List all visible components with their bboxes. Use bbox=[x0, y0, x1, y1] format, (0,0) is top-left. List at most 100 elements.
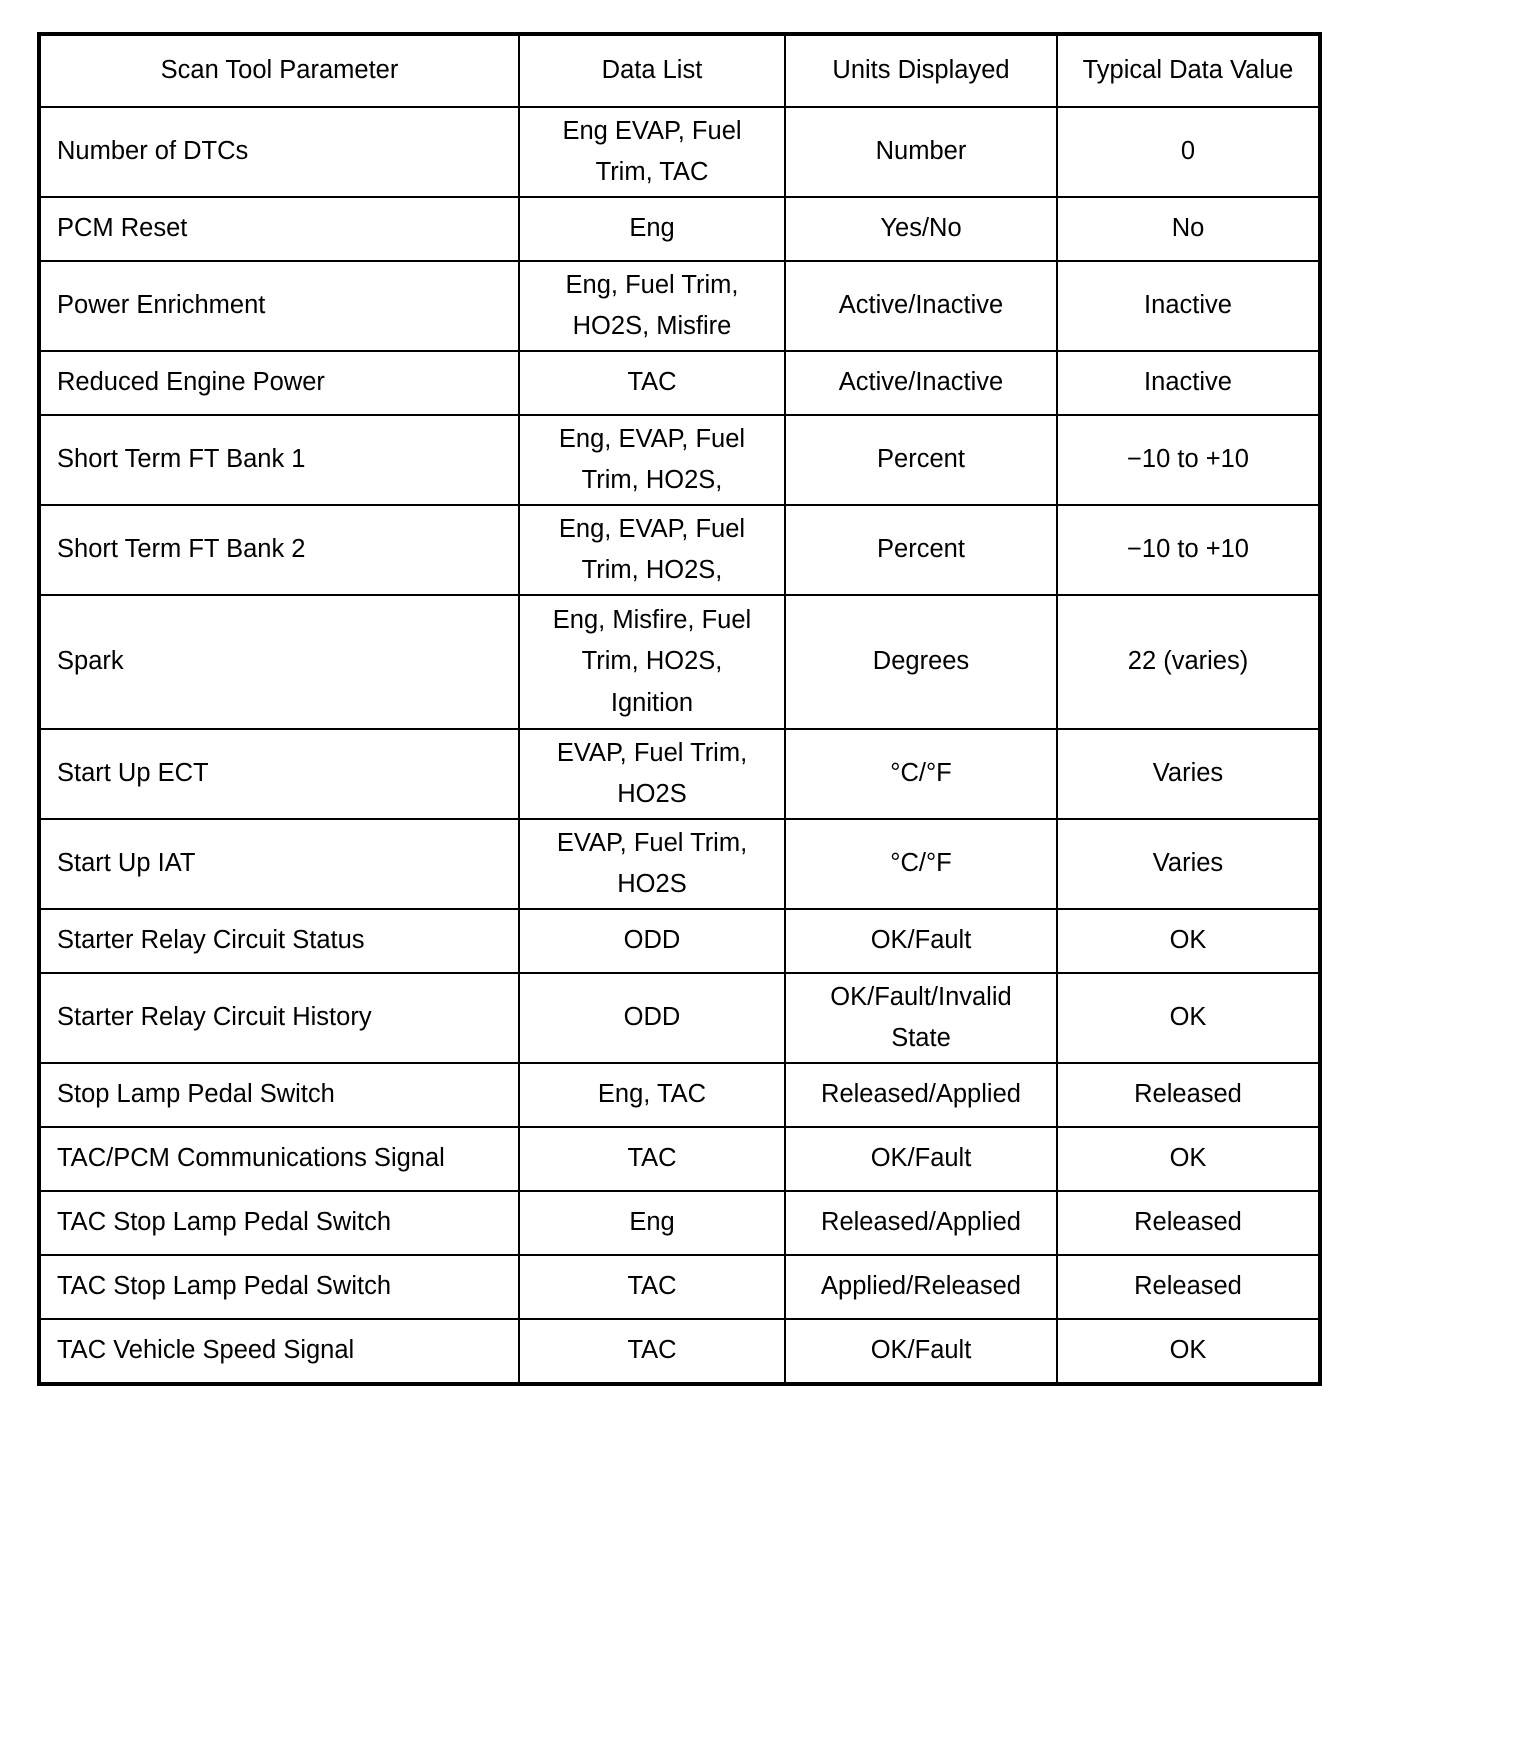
cell-data-list: Eng, EVAP, Fuel Trim, HO2S, bbox=[518, 414, 786, 506]
table-row: Stop Lamp Pedal Switch Eng, TAC Released/A… bbox=[38, 1062, 1321, 1128]
cell-data-list: EVAP, Fuel Trim, HO2S bbox=[518, 818, 786, 910]
cell-units-displayed-line: OK/Fault bbox=[870, 1144, 972, 1173]
cell-parameter-text: PCM Reset bbox=[57, 214, 188, 243]
cell-parameter: Start Up ECT bbox=[38, 728, 520, 820]
cell-units-displayed-line: Applied/Released bbox=[821, 1272, 1021, 1301]
cell-typical-data-value: −10 to +10 bbox=[1056, 414, 1321, 506]
cell-data-list-line: EVAP, Fuel Trim, bbox=[556, 738, 748, 767]
cell-typical-data-value: No bbox=[1056, 196, 1321, 262]
cell-units-displayed-text: Released/Applied bbox=[792, 1074, 1050, 1115]
cell-units-displayed: OK/Fault/Invalid State bbox=[784, 972, 1058, 1064]
table-row: PCM Reset Eng Yes/No No bbox=[38, 196, 1321, 262]
table-row: TAC/PCM Communications Signal TAC OK/Fault… bbox=[38, 1126, 1321, 1192]
cell-data-list-line: EVAP, Fuel Trim, bbox=[556, 828, 748, 857]
cell-units-displayed-text: Yes/No bbox=[792, 208, 1050, 249]
cell-parameter: Reduced Engine Power bbox=[38, 350, 520, 416]
cell-units-displayed-text: OK/Fault bbox=[792, 920, 1050, 961]
table-row: Short Term FT Bank 2 Eng, EVAP, Fuel Trim,… bbox=[38, 504, 1321, 596]
cell-data-list-text: Eng EVAP, Fuel Trim, TAC bbox=[526, 111, 778, 194]
cell-data-list-line: HO2S, Misfire bbox=[572, 312, 732, 340]
cell-units-displayed-text: °C/°F bbox=[792, 753, 1050, 794]
column-header-typical-data-value: Typical Data Value bbox=[1056, 33, 1321, 108]
cell-units-displayed-text: Active/Inactive bbox=[792, 285, 1050, 326]
cell-units-displayed-line: Released/Applied bbox=[821, 1080, 1021, 1109]
cell-typical-data-value-line: −10 to +10 bbox=[1127, 535, 1249, 564]
cell-parameter: Spark bbox=[38, 594, 520, 730]
cell-typical-data-value-text: OK bbox=[1064, 920, 1312, 961]
cell-data-list: Eng, TAC bbox=[518, 1062, 786, 1128]
cell-typical-data-value: OK bbox=[1056, 1318, 1321, 1385]
cell-units-displayed: °C/°F bbox=[784, 728, 1058, 820]
cell-units-displayed-line: °C/°F bbox=[890, 759, 952, 788]
cell-typical-data-value-text: No bbox=[1064, 208, 1312, 249]
cell-units-displayed-text: OK/Fault bbox=[792, 1138, 1050, 1179]
cell-data-list: TAC bbox=[518, 1126, 786, 1192]
cell-data-list: Eng, EVAP, Fuel Trim, HO2S, bbox=[518, 504, 786, 596]
cell-data-list-text: EVAP, Fuel Trim, HO2S bbox=[526, 823, 778, 906]
cell-typical-data-value-line: Varies bbox=[1152, 849, 1224, 878]
cell-typical-data-value: −10 to +10 bbox=[1056, 504, 1321, 596]
cell-data-list-line: Eng, Misfire, Fuel bbox=[552, 606, 752, 635]
cell-typical-data-value: Inactive bbox=[1056, 260, 1321, 352]
cell-units-displayed: Number bbox=[784, 106, 1058, 198]
cell-units-displayed-text: OK/Fault bbox=[792, 1330, 1050, 1371]
cell-data-list: Eng EVAP, Fuel Trim, TAC bbox=[518, 106, 786, 198]
cell-units-displayed-line: OK/Fault bbox=[870, 926, 972, 955]
cell-parameter-text: Number of DTCs bbox=[57, 137, 249, 166]
cell-parameter-text: Start Up ECT bbox=[57, 759, 209, 788]
cell-data-list-text: Eng, Misfire, Fuel Trim, HO2S, Ignition bbox=[526, 600, 778, 724]
cell-parameter-text: TAC Stop Lamp Pedal Switch bbox=[57, 1272, 392, 1301]
cell-data-list-text: EVAP, Fuel Trim, HO2S bbox=[526, 733, 778, 816]
cell-data-list-text: ODD bbox=[526, 997, 778, 1038]
table-row: Start Up ECT EVAP, Fuel Trim, HO2S °C/°F Var… bbox=[38, 728, 1321, 820]
cell-typical-data-value-line: 0 bbox=[1180, 137, 1196, 166]
cell-data-list-text: Eng, EVAP, Fuel Trim, HO2S, bbox=[526, 509, 778, 592]
cell-units-displayed-text: Released/Applied bbox=[792, 1202, 1050, 1243]
column-header-label: Scan Tool Parameter bbox=[160, 56, 399, 85]
cell-data-list: ODD bbox=[518, 908, 786, 974]
cell-data-list-line: Eng bbox=[629, 214, 675, 243]
cell-units-displayed: Released/Applied bbox=[784, 1062, 1058, 1128]
cell-parameter: Start Up IAT bbox=[38, 818, 520, 910]
cell-typical-data-value-text: OK bbox=[1064, 1138, 1312, 1179]
cell-units-displayed-text: Percent bbox=[792, 439, 1050, 480]
cell-units-displayed: Applied/Released bbox=[784, 1254, 1058, 1320]
cell-data-list-text: ODD bbox=[526, 920, 778, 961]
cell-typical-data-value-text: OK bbox=[1064, 997, 1312, 1038]
cell-data-list-line: TAC bbox=[627, 1144, 677, 1173]
cell-units-displayed-text: OK/Fault/Invalid State bbox=[792, 977, 1050, 1060]
column-header-label: Typical Data Value bbox=[1082, 56, 1294, 85]
cell-typical-data-value-text: Varies bbox=[1064, 843, 1312, 884]
cell-parameter: TAC/PCM Communications Signal bbox=[38, 1126, 520, 1192]
cell-typical-data-value-line: 22 (varies) bbox=[1127, 647, 1249, 676]
cell-data-list-text: Eng, Fuel Trim, HO2S, Misfire bbox=[526, 265, 778, 348]
cell-units-displayed: Percent bbox=[784, 504, 1058, 596]
column-header-label: Units Displayed bbox=[832, 56, 1010, 85]
cell-parameter-text: TAC Vehicle Speed Signal bbox=[57, 1336, 355, 1365]
cell-typical-data-value-text: OK bbox=[1064, 1330, 1312, 1371]
cell-data-list-line: Ignition bbox=[610, 688, 694, 717]
cell-units-displayed-line: OK/Fault/Invalid bbox=[830, 982, 1012, 1011]
cell-data-list: TAC bbox=[518, 1254, 786, 1320]
cell-typical-data-value-text: Released bbox=[1064, 1074, 1312, 1115]
cell-typical-data-value-line: Released bbox=[1134, 1080, 1242, 1109]
table-row: Number of DTCs Eng EVAP, Fuel Trim, TAC Num… bbox=[38, 106, 1321, 198]
cell-parameter-text: Spark bbox=[57, 647, 124, 676]
cell-typical-data-value-line: OK bbox=[1169, 1003, 1207, 1032]
cell-typical-data-value-text: −10 to +10 bbox=[1064, 439, 1312, 480]
cell-typical-data-value-line: Released bbox=[1134, 1272, 1242, 1301]
table-row: Starter Relay Circuit Status ODD OK/Fault O… bbox=[38, 908, 1321, 974]
cell-data-list-line: ODD bbox=[623, 926, 681, 955]
scan-tool-parameter-table: Scan Tool Parameter Data List Units Disp… bbox=[37, 32, 1322, 1386]
cell-units-displayed: OK/Fault bbox=[784, 908, 1058, 974]
cell-parameter: Stop Lamp Pedal Switch bbox=[38, 1062, 520, 1128]
cell-parameter: Starter Relay Circuit Status bbox=[38, 908, 520, 974]
cell-parameter-text: TAC Stop Lamp Pedal Switch bbox=[57, 1208, 392, 1237]
cell-typical-data-value: 22 (varies) bbox=[1056, 594, 1321, 730]
cell-data-list: Eng, Misfire, Fuel Trim, HO2S, Ignition bbox=[518, 594, 786, 730]
cell-data-list: Eng bbox=[518, 196, 786, 262]
cell-typical-data-value: Varies bbox=[1056, 818, 1321, 910]
cell-typical-data-value-text: 22 (varies) bbox=[1064, 641, 1312, 682]
cell-typical-data-value-text: −10 to +10 bbox=[1064, 529, 1312, 570]
cell-typical-data-value: OK bbox=[1056, 908, 1321, 974]
